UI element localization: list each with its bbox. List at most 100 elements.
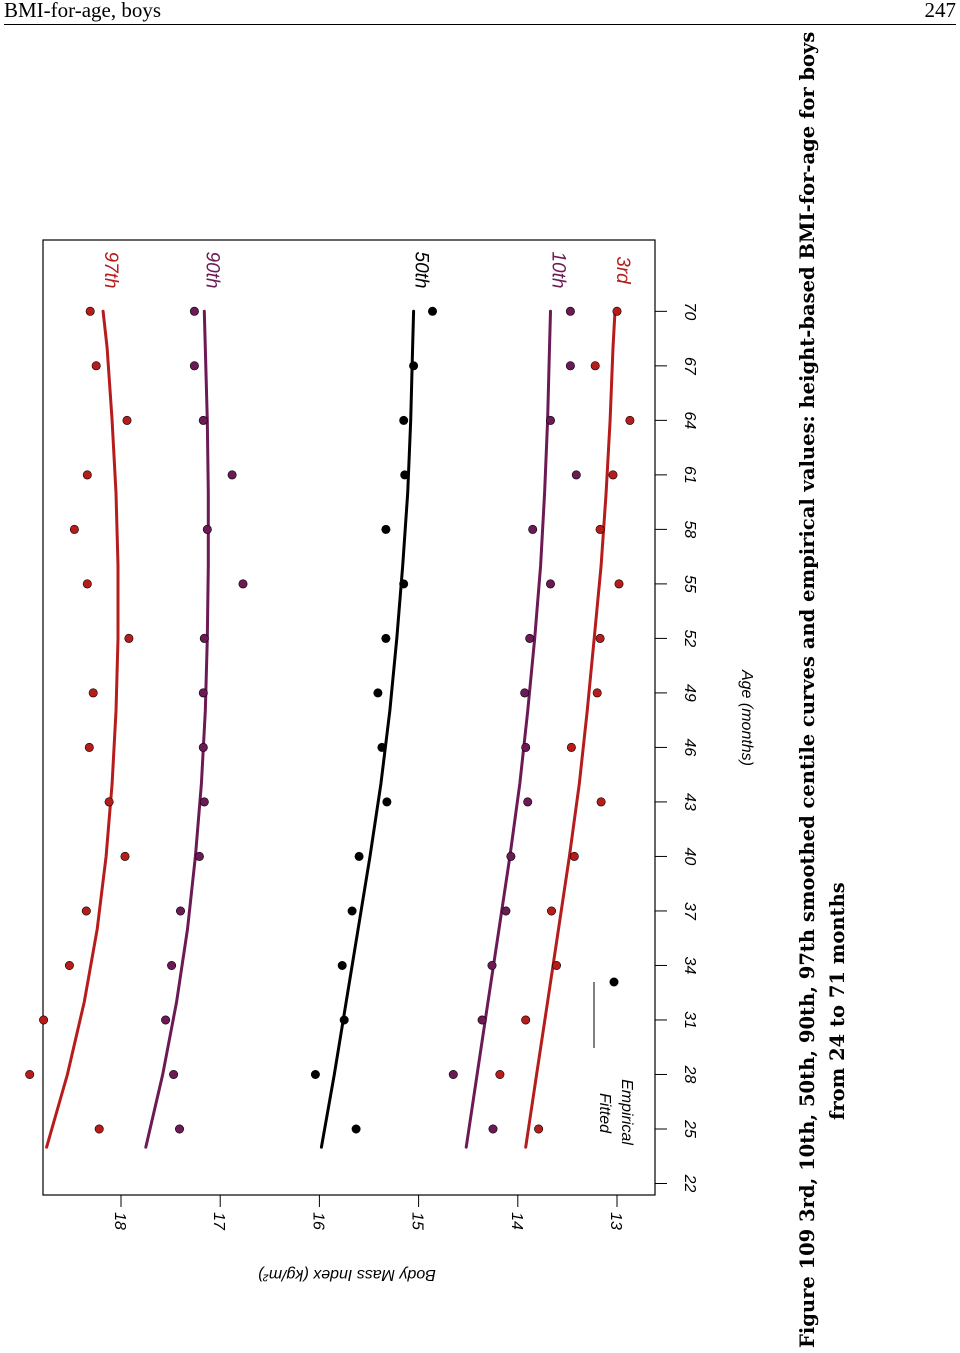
- empirical-point: [82, 470, 92, 480]
- empirical-point: [595, 524, 605, 534]
- empirical-point: [167, 960, 177, 970]
- empirical-point: [381, 524, 391, 534]
- empirical-point: [382, 797, 392, 807]
- empirical-point: [487, 960, 497, 970]
- figure-caption-line1: Figure 109 3rd, 10th, 50th, 90th, 97th s…: [796, 31, 819, 1348]
- series-label-90th: 90th: [201, 252, 222, 289]
- y-tick-label: 14: [508, 1212, 525, 1230]
- empirical-point: [595, 633, 605, 643]
- empirical-point: [122, 415, 132, 425]
- empirical-point: [199, 797, 209, 807]
- empirical-point: [571, 470, 581, 480]
- empirical-point: [189, 361, 199, 371]
- empirical-point: [120, 851, 130, 861]
- empirical-point: [199, 633, 209, 643]
- x-tick-label: 58: [681, 520, 698, 538]
- empirical-point: [176, 906, 186, 916]
- empirical-point: [400, 470, 410, 480]
- fitted-curve-90th: [144, 309, 210, 1149]
- x-tick-label: 22: [681, 1174, 698, 1193]
- empirical-point: [84, 742, 94, 752]
- empirical-point: [69, 524, 79, 534]
- empirical-point: [198, 688, 208, 698]
- x-tick-label: 40: [681, 848, 698, 866]
- empirical-point: [488, 1124, 498, 1134]
- empirical-point: [501, 906, 511, 916]
- x-tick-label: 64: [681, 411, 698, 429]
- empirical-point: [612, 306, 622, 316]
- plot-frame: [42, 239, 656, 1196]
- legend-fitted-label: Fitted: [596, 1093, 613, 1134]
- empirical-point: [381, 633, 391, 643]
- series-label-10th: 10th: [548, 252, 569, 289]
- empirical-point: [175, 1124, 185, 1134]
- empirical-point: [161, 1015, 171, 1025]
- x-tick-label: 31: [681, 1011, 698, 1029]
- empirical-point: [534, 1124, 544, 1134]
- x-tick-label: 70: [681, 302, 698, 320]
- empirical-point: [399, 415, 409, 425]
- legend-empirical-label: Empirical: [618, 1079, 635, 1145]
- empirical-point: [64, 960, 74, 970]
- empirical-point: [198, 742, 208, 752]
- empirical-point: [104, 797, 114, 807]
- empirical-point: [39, 1015, 49, 1025]
- empirical-point: [545, 579, 555, 589]
- empirical-point: [85, 306, 95, 316]
- empirical-point: [520, 688, 530, 698]
- empirical-point: [521, 1015, 531, 1025]
- empirical-point: [523, 797, 533, 807]
- running-title: BMI-for-age, boys: [4, 0, 162, 22]
- empirical-point: [91, 361, 101, 371]
- empirical-point: [169, 1070, 179, 1080]
- empirical-point: [590, 361, 600, 371]
- figure-caption-line2: from 24 to 71 months: [826, 882, 849, 1120]
- empirical-point: [354, 851, 364, 861]
- fitted-curve-3rd: [524, 309, 617, 1149]
- empirical-point: [625, 415, 635, 425]
- x-tick-label: 49: [681, 684, 698, 702]
- empirical-point: [339, 1015, 349, 1025]
- empirical-point: [427, 306, 437, 316]
- empirical-point: [198, 415, 208, 425]
- y-axis-title: Body Mass Index (kg/m²): [258, 1266, 436, 1283]
- empirical-point: [448, 1070, 458, 1080]
- empirical-point: [528, 524, 538, 534]
- empirical-point: [399, 579, 409, 589]
- empirical-point: [551, 960, 561, 970]
- x-tick-label: 43: [681, 793, 698, 811]
- fitted-curve-97th: [45, 309, 120, 1149]
- empirical-point: [25, 1070, 35, 1080]
- empirical-point: [546, 906, 556, 916]
- empirical-point: [202, 524, 212, 534]
- x-tick-label: 55: [681, 575, 698, 593]
- empirical-point: [227, 470, 237, 480]
- empirical-point: [495, 1070, 505, 1080]
- empirical-point: [409, 361, 419, 371]
- legend-empirical-marker: [609, 977, 619, 987]
- empirical-point: [94, 1124, 104, 1134]
- empirical-point: [238, 579, 248, 589]
- x-tick-label: 46: [681, 739, 698, 757]
- page-number: 247: [924, 0, 957, 22]
- empirical-point: [565, 306, 575, 316]
- y-tick-label: 15: [409, 1212, 426, 1230]
- empirical-point: [592, 688, 602, 698]
- empirical-point: [377, 742, 387, 752]
- empirical-point: [347, 906, 357, 916]
- empirical-point: [81, 906, 91, 916]
- x-tick-label: 61: [681, 466, 698, 484]
- empirical-point: [373, 688, 383, 698]
- empirical-point: [88, 688, 98, 698]
- empirical-point: [477, 1015, 487, 1025]
- empirical-point: [310, 1070, 320, 1080]
- empirical-point: [566, 742, 576, 752]
- page-header: BMI-for-age, boys 247: [4, 0, 956, 25]
- empirical-point: [596, 797, 606, 807]
- x-tick-label: 52: [681, 630, 698, 648]
- x-tick-label: 34: [681, 957, 698, 975]
- x-axis-title: Age (months): [738, 669, 755, 766]
- empirical-point: [82, 579, 92, 589]
- empirical-point: [189, 306, 199, 316]
- series-label-3rd: 3rd: [612, 256, 633, 285]
